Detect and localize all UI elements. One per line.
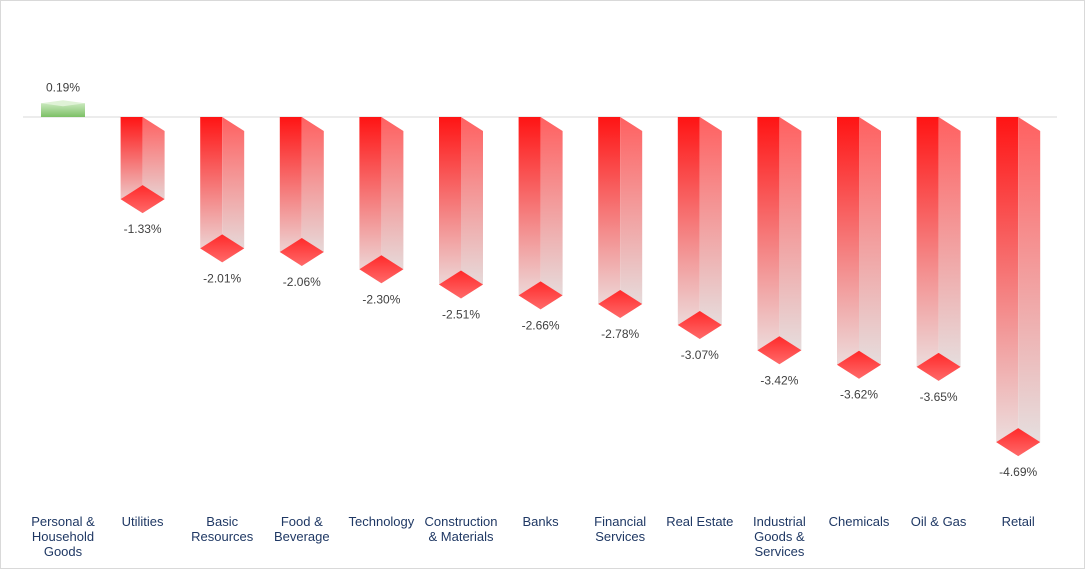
- bar-side-face: [938, 117, 961, 381]
- data-label: -2.01%: [203, 271, 241, 285]
- category-label: Oil & Gas: [911, 514, 967, 529]
- bar: [359, 117, 404, 284]
- bar-side-face: [699, 117, 722, 339]
- category-label: Personal & Household Goods: [31, 514, 95, 559]
- bar-front-face: [837, 117, 859, 379]
- bar: [916, 117, 961, 381]
- data-label: -3.65%: [920, 390, 958, 404]
- bar: [677, 117, 722, 339]
- bar-end-cap: [677, 310, 722, 339]
- bar-front-face: [359, 117, 382, 284]
- bar-end-cap: [439, 270, 483, 299]
- category-label: Chemicals: [829, 514, 890, 529]
- bar: [598, 117, 643, 318]
- bar: [518, 117, 563, 310]
- bar-front-face: [757, 117, 780, 365]
- bar-front-face: [916, 117, 939, 381]
- category-label: Banks: [523, 514, 560, 529]
- category-label: Food & Beverage: [274, 514, 330, 544]
- bar-side-face: [859, 117, 881, 379]
- bar-side-face: [461, 117, 483, 299]
- bars-group: [41, 100, 1041, 457]
- bar: [41, 100, 85, 117]
- bar: [757, 117, 802, 365]
- category-label: Real Estate: [666, 514, 733, 529]
- bar-front-face: [677, 117, 700, 339]
- bar-side-face: [620, 117, 643, 318]
- bar-front-face: [279, 117, 302, 266]
- category-label: Retail: [1002, 514, 1035, 529]
- bar-front-face: [518, 117, 541, 310]
- data-label: -3.62%: [840, 388, 878, 402]
- bar-end-cap: [996, 428, 1041, 457]
- bar-side-face: [540, 117, 563, 310]
- bar-end-cap: [598, 289, 643, 318]
- bar: [439, 117, 483, 299]
- bar-front-face: [200, 117, 223, 263]
- bar-side-face: [381, 117, 404, 284]
- bar: [837, 117, 881, 379]
- bar-end-cap: [757, 336, 802, 365]
- bar-front-face: [439, 117, 461, 299]
- bar-end-cap: [837, 350, 881, 379]
- bar-end-cap: [916, 352, 961, 381]
- bar-side-face: [301, 117, 324, 266]
- data-label: -2.66%: [522, 318, 560, 332]
- data-label: -1.33%: [124, 222, 162, 236]
- data-label: -2.30%: [362, 292, 400, 306]
- category-label: Utilities: [122, 514, 164, 529]
- bar-end-cap: [120, 185, 165, 214]
- value-labels-group: 0.19% -1.33% -2.01% -2.06% -2.30% -2.51% -2.66…: [46, 80, 1038, 479]
- data-label: -4.69%: [999, 465, 1037, 479]
- bar-side-face: [222, 117, 245, 263]
- data-label: 0.19%: [46, 80, 80, 94]
- bar: [120, 117, 165, 214]
- category-label: Basic Resources: [191, 514, 254, 544]
- bar-side-face: [1018, 117, 1041, 457]
- category-label: Technology: [349, 514, 415, 529]
- bar-end-cap: [518, 281, 563, 310]
- bar-front-face: [598, 117, 621, 318]
- bar-end-cap: [279, 237, 324, 266]
- category-labels-group: Personal & Household Goods Utilities Basic Re…: [31, 514, 1035, 559]
- bar-positive: [41, 103, 85, 117]
- category-label: Construction & Materials: [425, 514, 498, 544]
- category-label: Financial Services: [594, 514, 646, 544]
- data-label: -2.51%: [442, 307, 480, 321]
- bar: [996, 117, 1041, 457]
- bar: [279, 117, 324, 266]
- data-label: -2.06%: [283, 275, 321, 289]
- bar: [200, 117, 245, 263]
- data-label: -2.78%: [601, 327, 639, 341]
- bar-top-cap: [41, 100, 85, 107]
- bar-end-cap: [200, 234, 245, 263]
- data-label: -3.42%: [760, 373, 798, 387]
- data-label: -3.07%: [681, 348, 719, 362]
- category-label: Industrial Goods & Services: [753, 514, 806, 559]
- bar-front-face: [996, 117, 1019, 457]
- bar-side-face: [779, 117, 802, 365]
- bar-end-cap: [359, 255, 404, 284]
